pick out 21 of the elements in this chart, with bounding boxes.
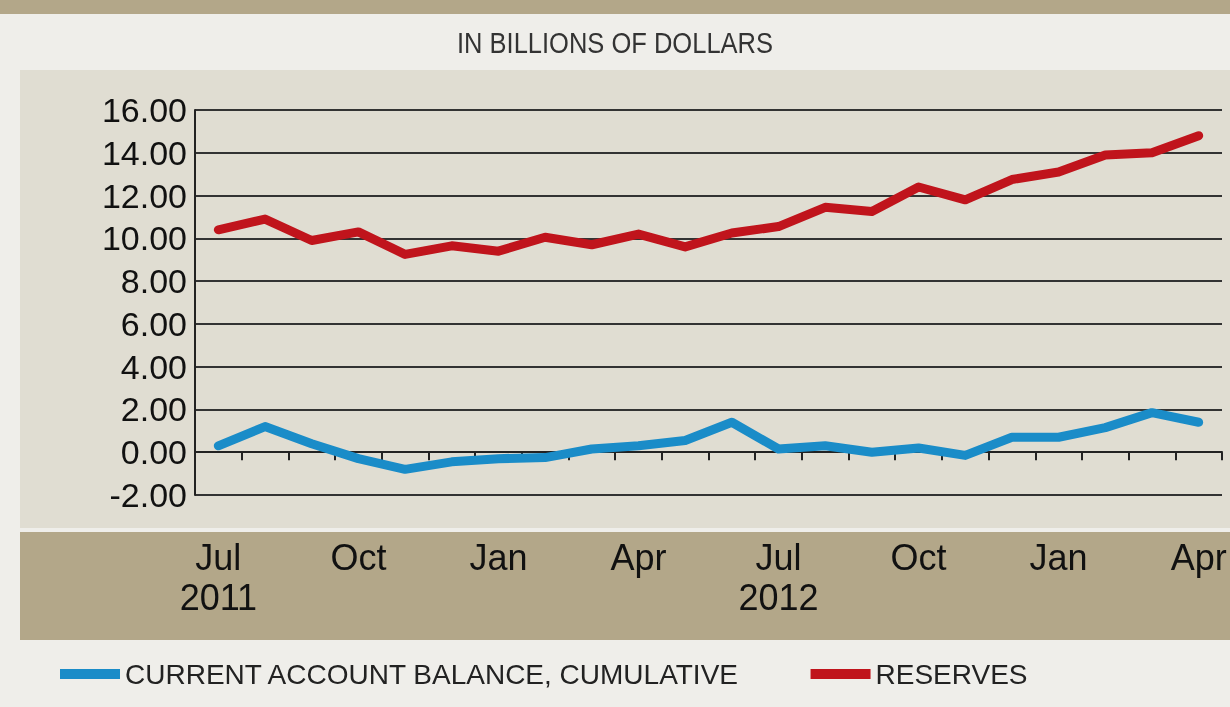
y-tick-label: 16.00 <box>101 91 187 129</box>
y-tick-label: 0.00 <box>120 433 187 472</box>
x-tick-label: Jul 2012 <box>738 536 819 618</box>
y-tick-label: 14.00 <box>101 133 187 172</box>
legend-label: RESERVES <box>875 658 1028 690</box>
y-tick-label: -2.00 <box>109 476 187 514</box>
y-tick-label: 2.00 <box>120 390 187 429</box>
y-tick-label: 10.00 <box>101 219 187 258</box>
legend-label: CURRENT ACCOUNT BALANCE, CUMULATIVE <box>125 658 738 690</box>
x-tick-label: Jan <box>1029 536 1088 578</box>
chart-subtitle: IN BILLIONS OF DOLLARS <box>456 26 774 60</box>
x-tick-label: Jul 2011 <box>179 536 258 618</box>
y-tick-label: 6.00 <box>120 304 187 343</box>
x-tick-label: Jan <box>469 536 528 578</box>
y-tick-label: 4.00 <box>120 347 187 386</box>
y-tick-label: 12.00 <box>101 176 187 215</box>
x-tick-label: Apr <box>610 536 667 578</box>
y-tick-label: 8.00 <box>120 262 187 301</box>
x-tick-label: Apr <box>1170 536 1227 578</box>
x-tick-label: Oct <box>890 536 947 578</box>
x-tick-label: Oct <box>330 536 387 578</box>
